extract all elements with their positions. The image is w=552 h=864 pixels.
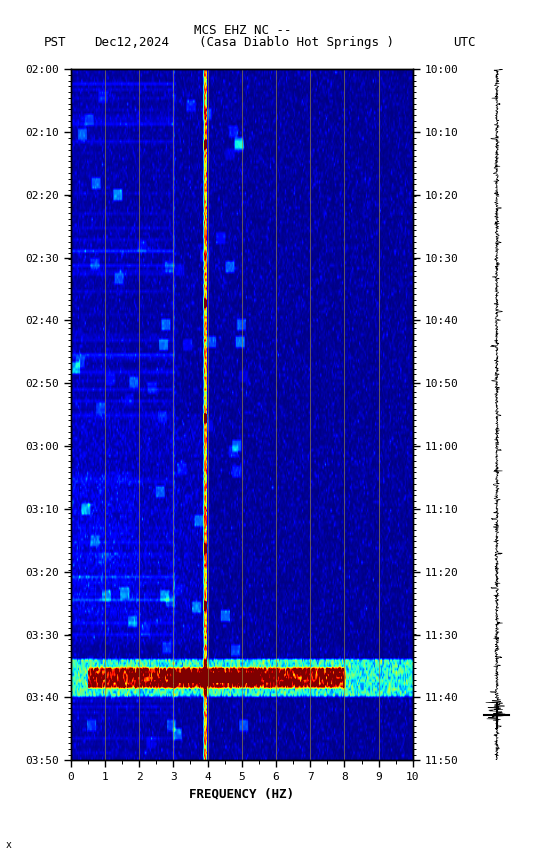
Text: UTC: UTC — [453, 36, 475, 49]
Text: MCS EHZ NC --: MCS EHZ NC -- — [194, 24, 291, 37]
Text: PST: PST — [44, 36, 67, 49]
X-axis label: FREQUENCY (HZ): FREQUENCY (HZ) — [189, 788, 294, 801]
Text: (Casa Diablo Hot Springs ): (Casa Diablo Hot Springs ) — [199, 36, 394, 49]
Text: x: x — [6, 841, 12, 850]
Text: Dec12,2024: Dec12,2024 — [94, 36, 169, 49]
